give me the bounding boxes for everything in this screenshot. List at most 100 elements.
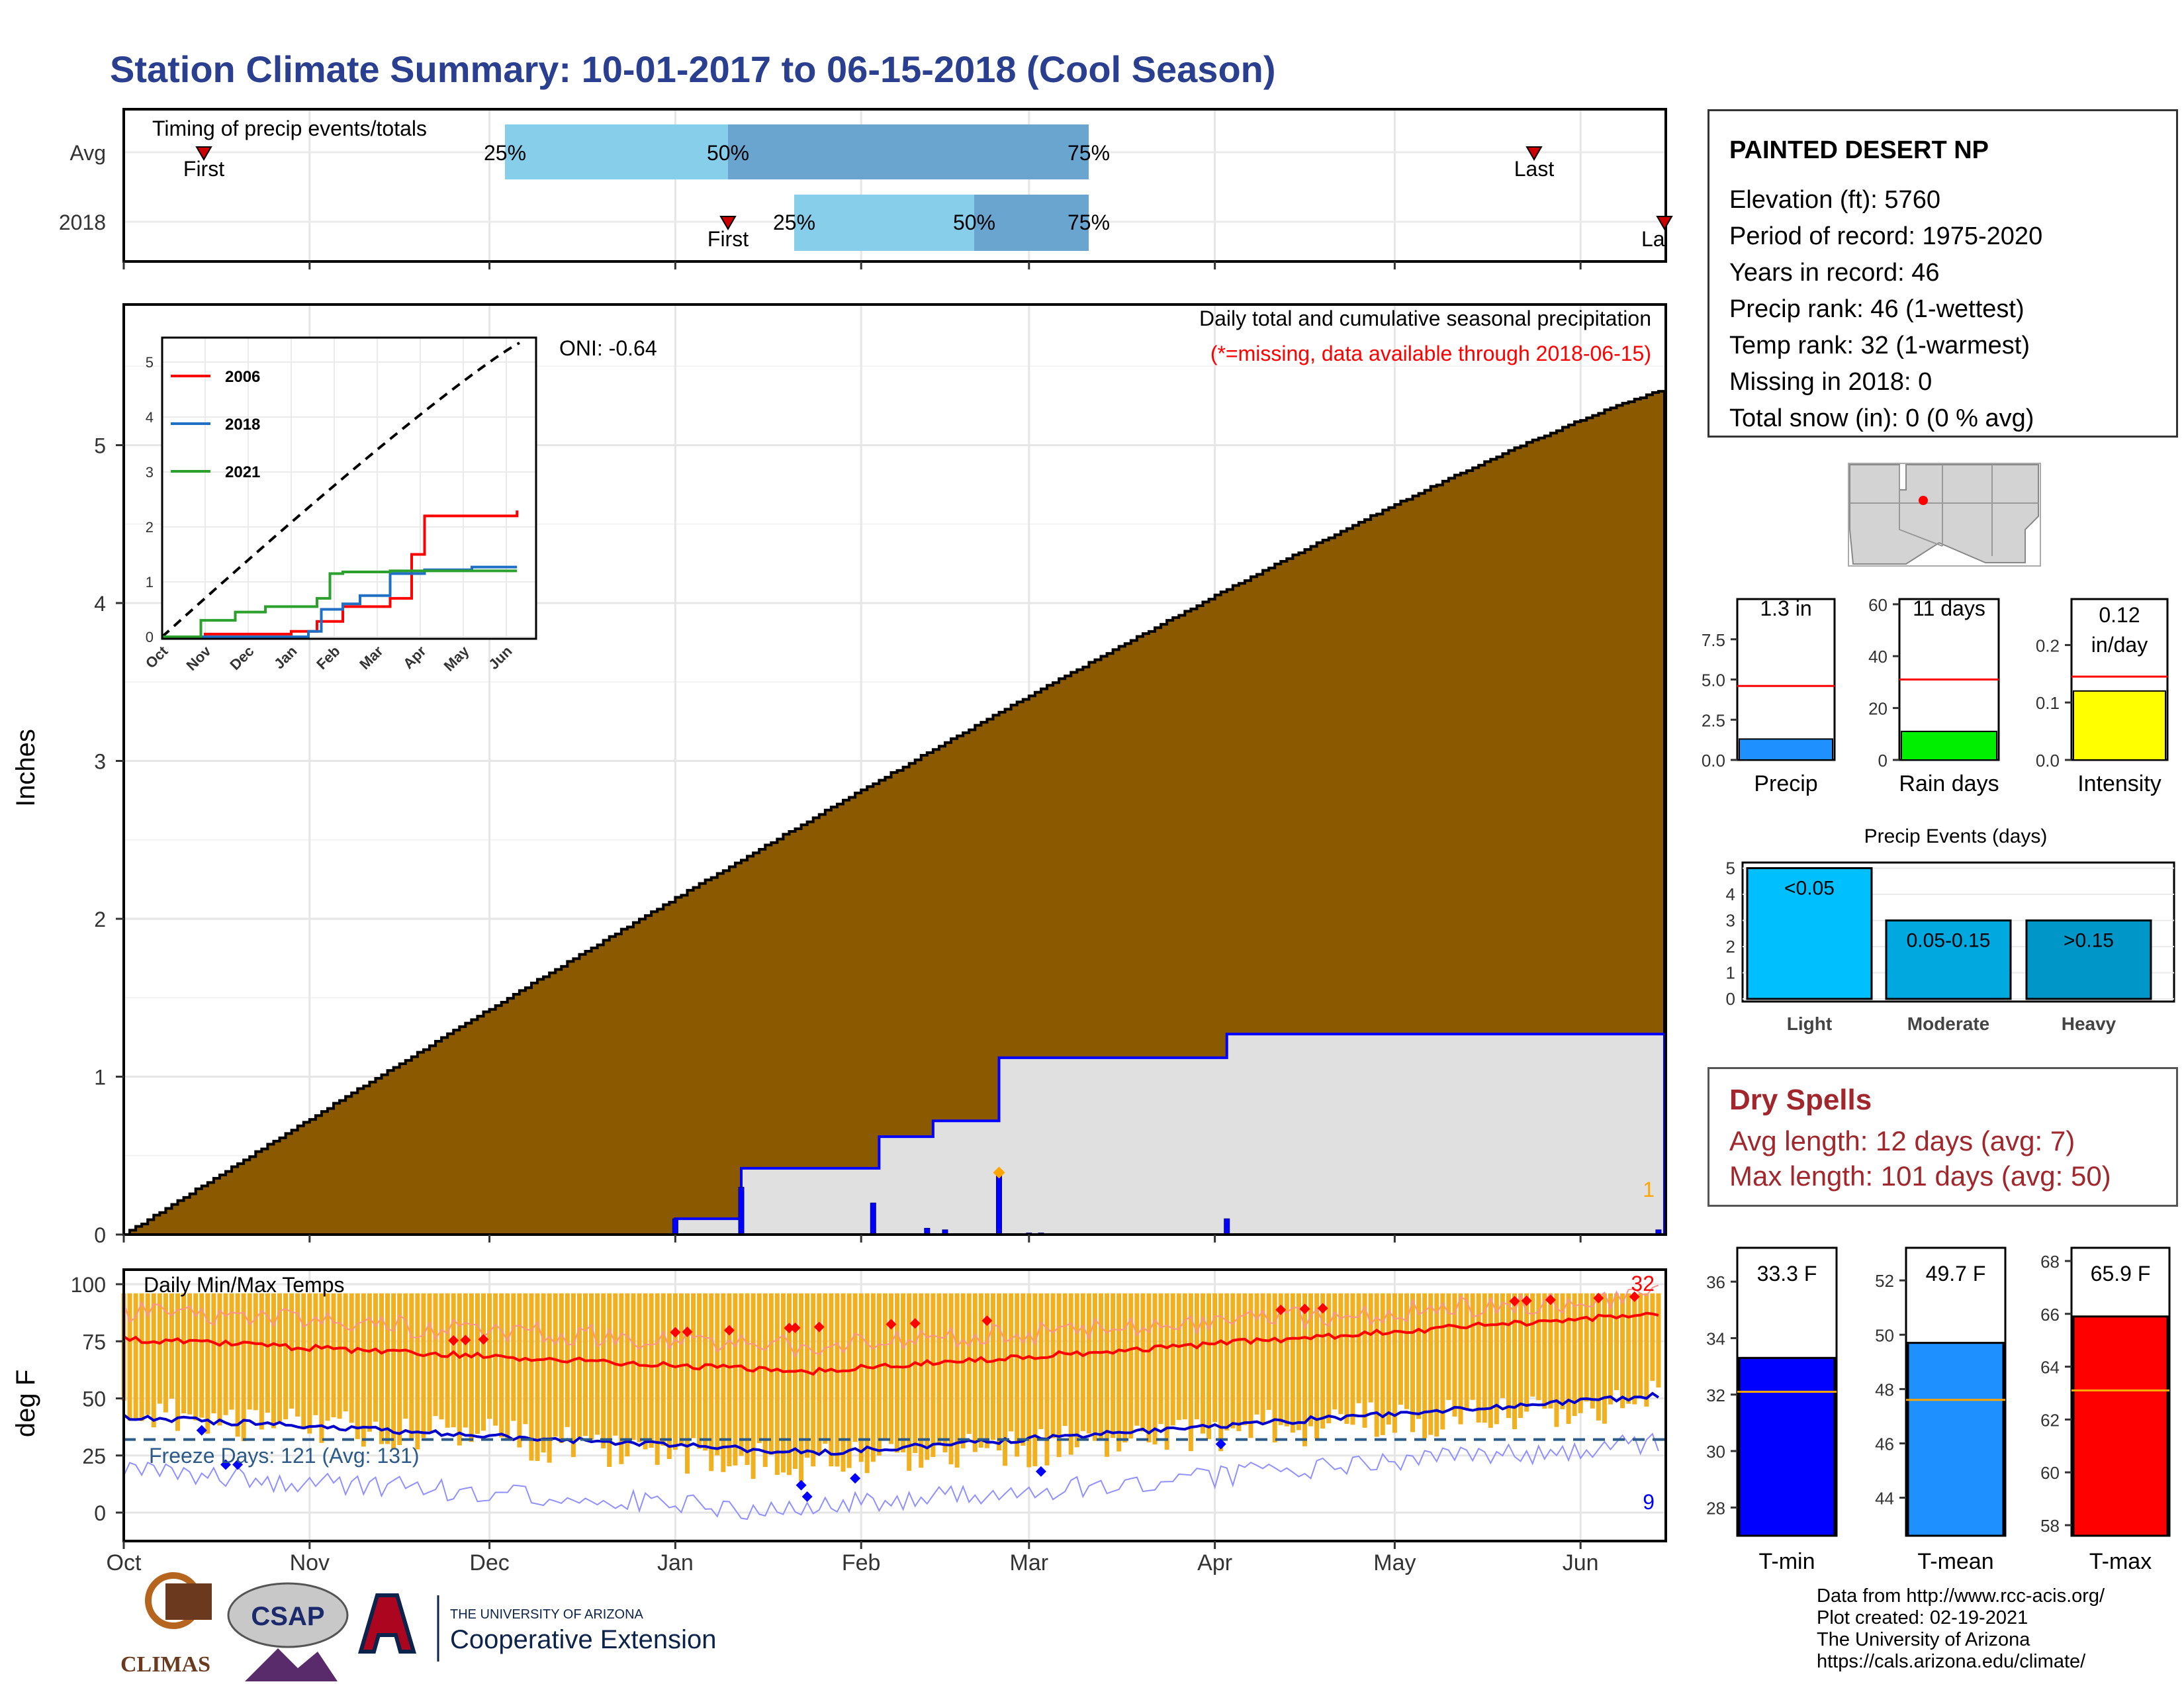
daily-temp-bar: [739, 1293, 744, 1456]
daily-temp-bar: [846, 1293, 852, 1468]
inset-series-line: [162, 569, 518, 638]
daily-temp-bar: [277, 1293, 283, 1422]
daily-temp-bar: [1290, 1293, 1295, 1433]
daily-temp-bar: [774, 1293, 780, 1475]
pct-label: 25%: [484, 141, 526, 165]
tbar-value-label: 65.9 F: [2091, 1262, 2151, 1286]
inset-bg: [162, 338, 536, 639]
daily-temp-bar: [535, 1293, 540, 1461]
daily-temp-bar: [768, 1293, 774, 1455]
daily-temp-bar: [919, 1293, 924, 1468]
station-precip-rank: Precip rank: 46 (1-wettest): [1729, 295, 2025, 323]
daily-temp-bar: [841, 1293, 846, 1472]
daily-temp-bar: [1050, 1293, 1056, 1438]
daily-temp-bar: [1099, 1293, 1104, 1440]
daily-temp-bar: [1410, 1293, 1416, 1432]
daily-temp-bar: [805, 1293, 810, 1458]
daily-temp-bar: [265, 1293, 270, 1413]
station-elevation: Elevation (ft): 5760: [1729, 186, 1940, 214]
x-tick-label: Dec: [469, 1550, 509, 1575]
minibar-y-tick: 2.5: [1702, 710, 1725, 730]
daily-temp-bar: [1248, 1293, 1253, 1438]
daily-temp-bar: [1638, 1293, 1643, 1397]
daily-temp-bar: [307, 1293, 312, 1434]
daily-temp-bar: [1062, 1293, 1068, 1427]
daily-temp-bar: [415, 1293, 420, 1450]
daily-temp-bar: [457, 1293, 462, 1446]
first-label: First: [183, 157, 224, 181]
event-category-label: Moderate: [1907, 1013, 1989, 1034]
daily-temp-bar: [817, 1293, 822, 1454]
record-low-marker: [232, 1459, 244, 1470]
daily-temp-bar: [745, 1293, 750, 1465]
precip-count: 1: [1643, 1178, 1655, 1201]
minibar-value-bar: [1739, 738, 1833, 761]
inset-y-tick: 5: [146, 354, 154, 371]
daily-temp-bar: [1111, 1293, 1116, 1438]
event-category-label: Light: [1787, 1013, 1832, 1034]
record-high-marker: [886, 1319, 897, 1330]
last-marker: [1656, 216, 1673, 230]
daily-temp-bar: [499, 1293, 504, 1438]
y-tick-label: 25: [82, 1444, 106, 1468]
daily-temp-bar: [607, 1293, 612, 1468]
daily-temp-bar: [391, 1293, 396, 1449]
csap-logo: CSAP: [227, 1582, 349, 1681]
daily-temp-bar: [1590, 1293, 1595, 1409]
daily-temp-bar: [199, 1293, 205, 1418]
inset-y-tick: 1: [146, 574, 154, 590]
daily-temp-bar: [1398, 1293, 1403, 1405]
tbar-y-tick: 58: [2040, 1516, 2060, 1536]
daily-temp-bar: [655, 1293, 660, 1465]
ua-a-mark: [357, 1593, 417, 1654]
inset-y-tick: 4: [146, 409, 154, 426]
daily-temp-bar: [241, 1293, 246, 1442]
y-tick-label: 4: [94, 592, 106, 616]
daily-temp-bar: [319, 1293, 324, 1443]
event-range-label: >0.15: [2064, 930, 2114, 952]
y-tick-label: 0: [94, 1223, 106, 1247]
daily-temp-bar: [235, 1293, 240, 1437]
daily-temp-bar: [469, 1293, 474, 1442]
y-tick-label: 3: [94, 750, 106, 774]
tbar-y-tick: 62: [2040, 1410, 2060, 1430]
daily-temp-bar: [505, 1293, 510, 1440]
daily-temp-bar: [1218, 1293, 1224, 1452]
events-y-tick: 5: [1726, 859, 1735, 878]
record-high-marker: [682, 1326, 693, 1337]
tbar-label: T-max: [2089, 1549, 2152, 1574]
daily-temp-bar: [1272, 1293, 1277, 1442]
last-label: La: [1641, 227, 1665, 251]
record-high-marker: [1593, 1292, 1604, 1303]
daily-temp-bar: [972, 1293, 978, 1452]
credit-line: https://cals.arizona.edu/climate/: [1817, 1651, 2086, 1672]
daily-temp-bar: [1176, 1293, 1181, 1421]
pct-label: 25%: [773, 211, 815, 234]
daily-temp-bar: [1182, 1293, 1187, 1420]
station-period: Period of record: 1975-2020: [1729, 222, 2043, 250]
daily-temp-bar: [1296, 1293, 1301, 1430]
daily-temp-bar: [954, 1293, 960, 1468]
station-years: Years in record: 46: [1729, 259, 1940, 287]
daily-temp-bar: [151, 1293, 156, 1428]
daily-temp-bar: [187, 1293, 193, 1415]
inset-legend-label: 2018: [225, 416, 260, 434]
minibar-y-tick: 0.1: [2036, 693, 2060, 713]
event-bar: [1885, 919, 2012, 1000]
record-high-marker: [723, 1325, 735, 1336]
record-high-marker: [1545, 1294, 1556, 1305]
record-high-marker: [448, 1335, 459, 1346]
minibar-y-tick: 40: [1868, 647, 1888, 667]
daily-temp-bar: [361, 1293, 366, 1447]
oni-label: ONI: -0.64: [559, 336, 657, 360]
daily-temp-bar: [433, 1293, 438, 1417]
daily-temp-bar: [1080, 1293, 1085, 1431]
daily-temp-bar: [948, 1293, 954, 1465]
tbar-y-tick: 44: [1875, 1489, 1894, 1509]
tbar-y-tick: 64: [2040, 1358, 2060, 1378]
timing-panel-border: [122, 108, 1667, 263]
daily-temp-bar: [1368, 1293, 1373, 1403]
daily-temp-bar: [1506, 1293, 1511, 1419]
minibar-y-tick: 60: [1868, 595, 1888, 615]
daily-temp-bar: [601, 1293, 606, 1448]
